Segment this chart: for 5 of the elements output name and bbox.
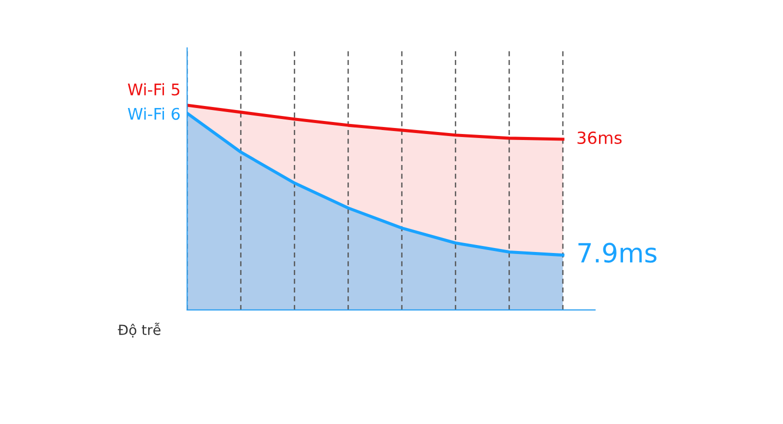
x-axis-title: Độ trễ xyxy=(118,322,160,338)
text: 7.9ms xyxy=(578,242,656,263)
text: 36ms xyxy=(578,131,622,144)
series-label: Wi-Fi 6 xyxy=(128,108,180,120)
series-label: Wi-Fi 5 xyxy=(128,83,180,96)
